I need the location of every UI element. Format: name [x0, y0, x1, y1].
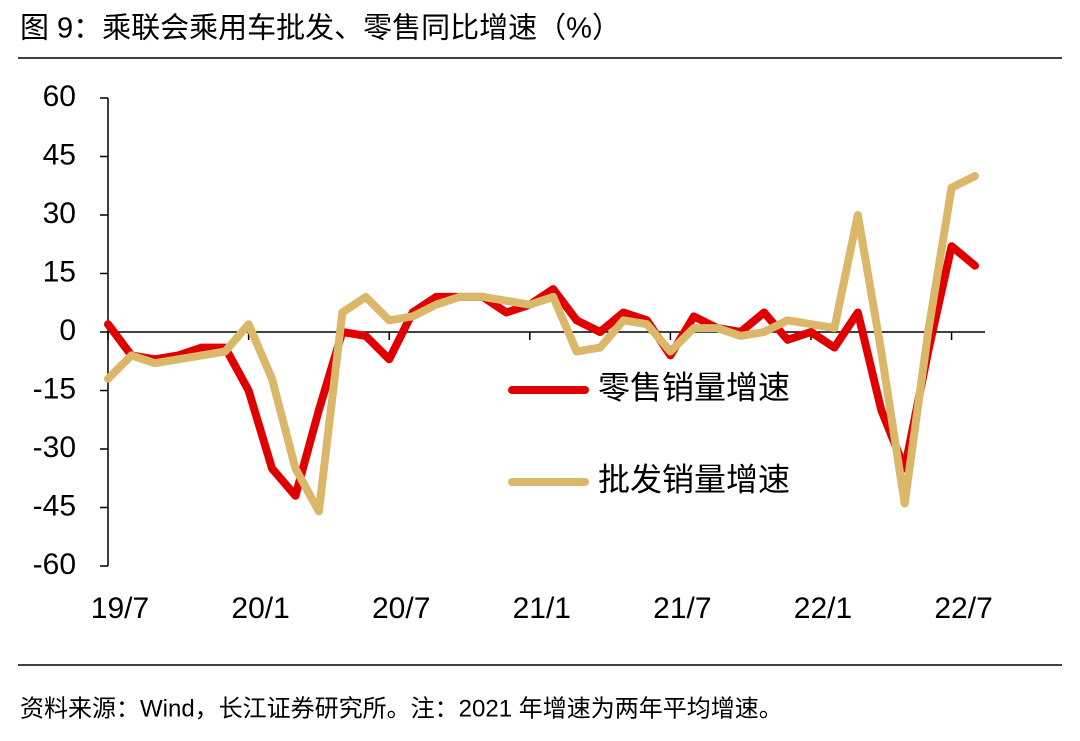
y-tick-label: -15: [33, 372, 76, 405]
footer: 资料来源：Wind，长江证券研究所。注：2021 年增速为两年平均增速。: [20, 695, 783, 722]
x-tick-label: 22/7: [934, 592, 992, 625]
x-tick-label: 20/7: [372, 592, 430, 625]
x-tick-label: 21/7: [653, 592, 711, 625]
chart-title: 图 9：乘联会乘用车批发、零售同比增速（%）: [20, 12, 621, 45]
y-tick-label: 60: [43, 80, 76, 113]
y-tick-label: -45: [33, 489, 76, 522]
y-tick-label: 45: [43, 138, 76, 171]
x-tick-label: 21/1: [513, 592, 571, 625]
y-tick-label: -30: [33, 431, 76, 464]
legend-label: 零售销量增速: [598, 369, 790, 405]
y-tick-label: 15: [43, 255, 76, 288]
y-tick-label: -60: [33, 548, 76, 581]
x-tick-label: 19/7: [91, 592, 149, 625]
series-line: [104, 172, 979, 516]
legend-label: 批发销量增速: [598, 461, 790, 497]
x-tick-label: 22/1: [794, 592, 852, 625]
y-tick-label: 30: [43, 197, 76, 230]
x-tick-label: 20/1: [231, 592, 289, 625]
y-tick-label: 0: [59, 314, 76, 347]
